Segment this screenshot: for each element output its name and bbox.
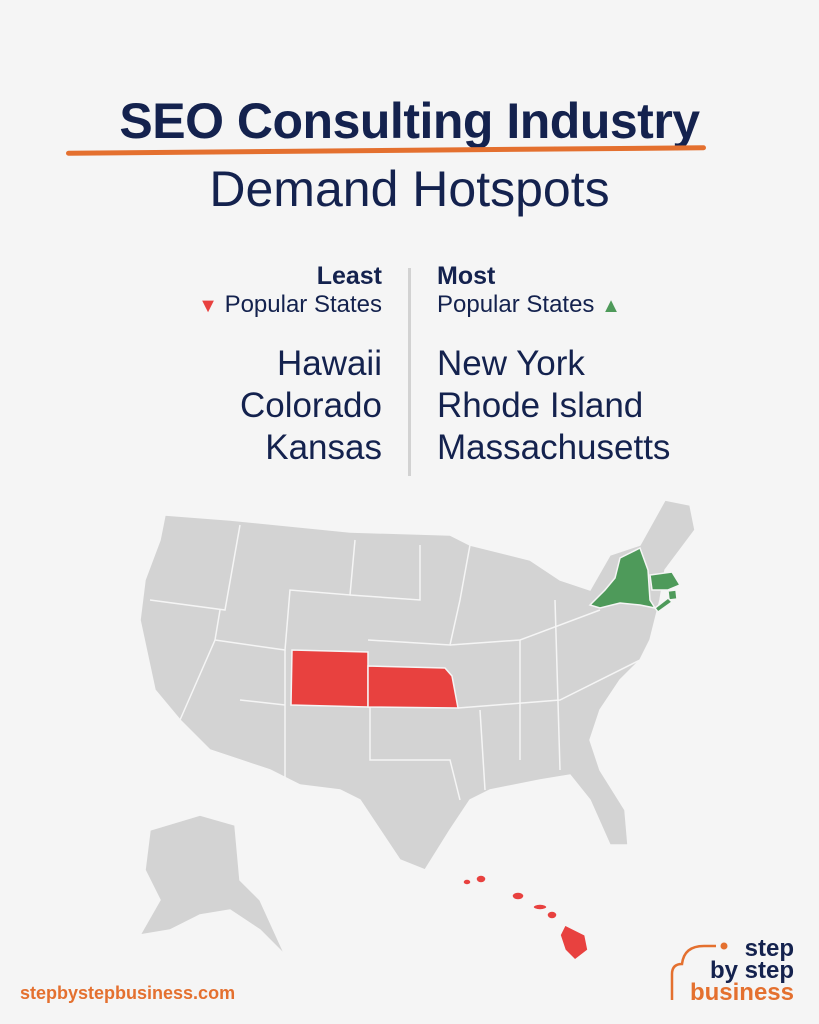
- least-state: Hawaii: [276, 344, 382, 383]
- state-rhode-island: [667, 589, 678, 601]
- most-subheader: Popular States: [437, 291, 595, 318]
- most-state: New York: [437, 344, 585, 383]
- most-popular-column: Most Popular States ▲ New York Rhode Isl…: [437, 262, 670, 469]
- most-state: Massachusetts: [437, 428, 671, 467]
- least-state: Kansas: [265, 428, 382, 467]
- logo: step by step business: [664, 935, 794, 1006]
- title-line2: Demand Hotspots: [209, 161, 610, 217]
- least-state: Colorado: [239, 386, 382, 425]
- triangle-up-icon: ▲: [601, 295, 621, 317]
- logo-line2: by step: [709, 957, 794, 984]
- logo-line3: business: [689, 979, 794, 1006]
- most-header: Most: [437, 262, 496, 290]
- state-hawaii: [462, 874, 589, 961]
- least-subheader: Popular States: [224, 291, 382, 318]
- state-kansas: [367, 665, 459, 709]
- website-url[interactable]: stepbystepbusiness.com: [20, 983, 236, 1003]
- title-line1: SEO Consulting Industry: [119, 93, 700, 149]
- least-header: Least: [316, 262, 382, 290]
- state-colorado: [290, 649, 369, 708]
- state-massachusetts: [649, 571, 682, 591]
- divider: [408, 268, 411, 476]
- alaska: [138, 814, 286, 956]
- most-state: Rhode Island: [437, 386, 644, 425]
- state-new-york: [588, 546, 657, 610]
- least-popular-column: Least ▼ Popular States Hawaii Colorado K…: [198, 262, 382, 469]
- us-map: [138, 499, 696, 961]
- triangle-down-icon: ▼: [198, 295, 218, 317]
- logo-line1: step: [744, 935, 794, 962]
